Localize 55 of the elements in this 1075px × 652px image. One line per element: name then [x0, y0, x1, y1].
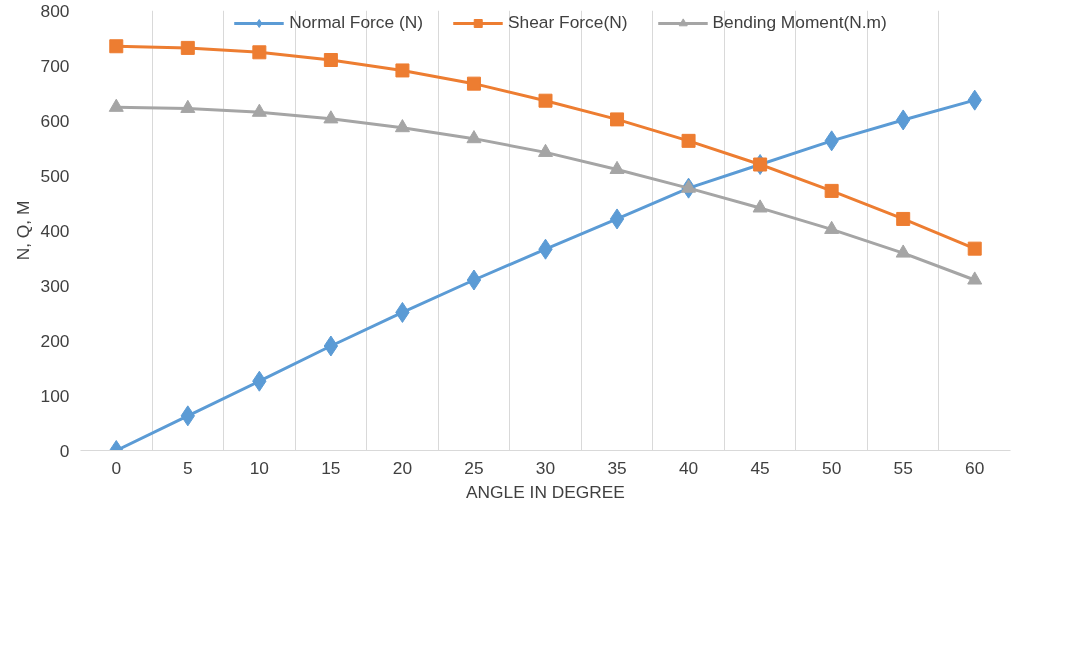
point [681, 179, 697, 193]
legend-label: Bending Moment(N.m) [712, 12, 887, 33]
x-tick-label: 10 [249, 457, 269, 478]
point [538, 143, 553, 157]
point [109, 39, 124, 54]
x-tick-label: 0 [111, 457, 122, 478]
y-tick-label: 300 [40, 275, 70, 296]
point [896, 211, 911, 226]
x-tick-label: 45 [750, 457, 770, 478]
point [180, 40, 195, 55]
point [108, 98, 124, 112]
point [466, 269, 482, 291]
legend-label: Normal Force (N) [289, 12, 424, 33]
x-tick-label: 25 [464, 457, 484, 478]
x-tick-label: 20 [392, 457, 413, 478]
y-tick-label: 0 [59, 440, 70, 461]
point [466, 130, 482, 144]
point [323, 335, 339, 357]
x-tick-label: 60 [965, 457, 985, 478]
x-tick-label: 50 [822, 457, 842, 478]
legend-label: Shear Force(N) [508, 12, 628, 33]
point [395, 63, 410, 78]
x-tick-label: 40 [678, 457, 699, 478]
point [466, 76, 481, 91]
x-tick-label: 30 [535, 457, 556, 478]
y-axis-title: N, Q, M [12, 200, 33, 261]
point [323, 110, 339, 124]
point [251, 103, 267, 117]
point [538, 93, 553, 108]
point [967, 271, 983, 285]
y-tick-label: 800 [40, 0, 70, 21]
point [610, 112, 625, 127]
point [895, 244, 911, 258]
point [824, 220, 840, 234]
x-axis-title: ANGLE IN DEGREE [466, 481, 625, 502]
x-tick-label: 5 [182, 457, 193, 478]
x-tick-label: 55 [893, 457, 913, 478]
point [752, 199, 768, 213]
point [681, 133, 696, 148]
y-tick-label: 600 [40, 110, 70, 131]
x-tick-label: 15 [321, 457, 341, 478]
y-tick-label: 500 [40, 165, 70, 186]
y-tick-label: 400 [40, 220, 70, 241]
point [252, 45, 267, 60]
y-tick-label: 100 [40, 385, 70, 406]
point [824, 183, 839, 198]
point [323, 53, 338, 67]
point [967, 241, 982, 256]
y-tick-label: 200 [40, 330, 70, 351]
point [609, 160, 625, 174]
point [180, 99, 196, 113]
point [609, 208, 625, 230]
y-tick-label: 700 [40, 55, 70, 76]
point [394, 119, 410, 133]
x-tick-label: 35 [607, 457, 627, 478]
